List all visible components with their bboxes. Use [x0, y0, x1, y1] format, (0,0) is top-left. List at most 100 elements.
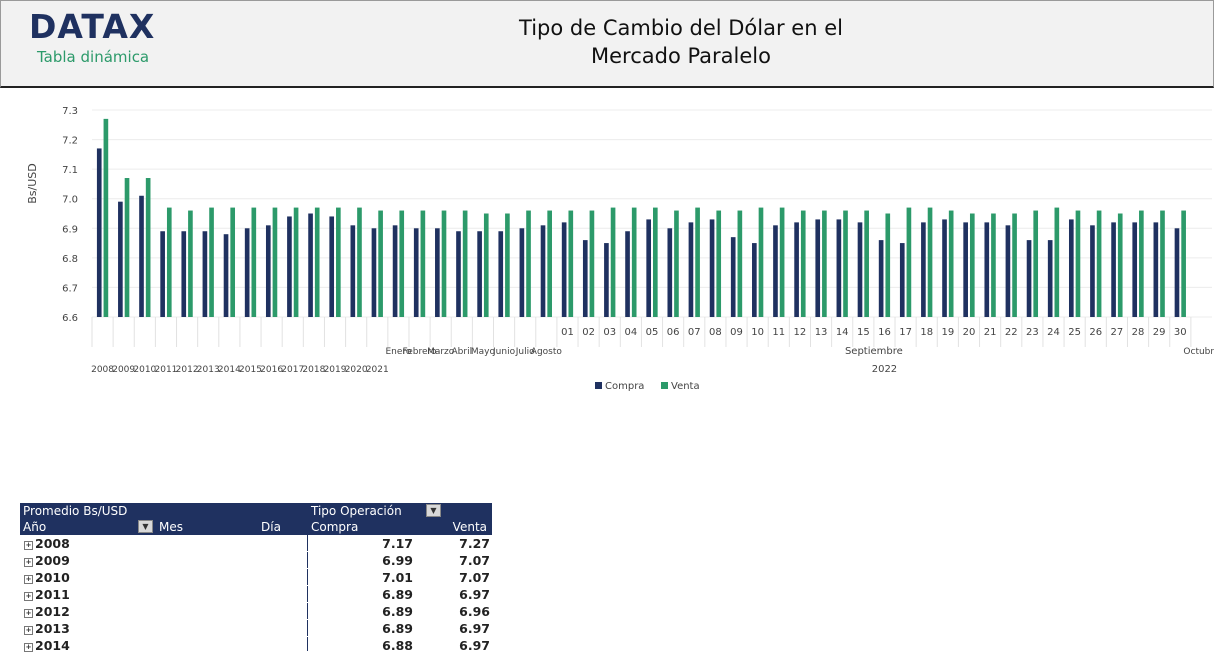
group-label-septiembre: Septiembre [845, 346, 903, 357]
x-tick-label: 2013 [197, 365, 220, 375]
pivot-row[interactable]: +2008 7.17 7.27 [20, 535, 492, 552]
pivot-venta-value: 7.27 [459, 536, 490, 551]
x-tick-label: 05 [646, 327, 659, 338]
x-tick-label: Agosto [531, 347, 563, 357]
pivot-table: Promedio Bs/USD Tipo Operación ▼ Año ▼ M… [20, 503, 492, 654]
expand-icon[interactable]: + [24, 609, 33, 618]
bar-compra [773, 225, 778, 317]
bar-compra [709, 219, 715, 317]
report-title-line1: Tipo de Cambio del Dólar en el [519, 16, 843, 40]
y-tick-label: 6.8 [62, 254, 78, 265]
x-tick-label: 21 [984, 327, 997, 338]
bar-venta [991, 213, 996, 317]
bar-venta [822, 210, 827, 317]
x-tick-label: 03 [603, 327, 616, 338]
bar-venta [483, 213, 489, 317]
report-title-line2: Mercado Paralelo [590, 44, 771, 68]
x-tick-label: 12 [794, 327, 807, 338]
x-tick-label: 15 [857, 327, 870, 338]
bar-compra [984, 222, 990, 317]
bar-venta [737, 210, 743, 317]
bar-compra [435, 228, 440, 317]
bar-venta [843, 210, 848, 317]
bar-compra [202, 231, 208, 317]
bar-venta [293, 207, 299, 317]
bar-compra [96, 148, 102, 317]
bar-venta [378, 210, 383, 317]
pivot-row[interactable]: +2010 7.01 7.07 [20, 569, 492, 586]
pivot-row[interactable]: +2014 6.88 6.97 [20, 637, 492, 654]
x-tick-label: 20 [963, 327, 976, 338]
row-field-month: Mes [159, 520, 183, 534]
bar-compra [244, 228, 250, 317]
x-tick-label: 2015 [239, 365, 262, 375]
x-tick-label: 10 [751, 327, 764, 338]
exchange-rate-bar-chart: 6.66.76.86.97.07.17.27.3Bs/USD2008200920… [26, 106, 1214, 392]
x-tick-label: Octubre [1183, 347, 1214, 357]
x-tick-label: Mayo [471, 347, 496, 357]
bar-compra [794, 222, 799, 317]
pivot-row[interactable]: +2011 6.89 6.97 [20, 586, 492, 603]
bar-venta [103, 118, 109, 317]
x-tick-label: Enero [385, 347, 411, 357]
pivot-rows: +2008 7.17 7.27 +2009 6.99 7.07 +2010 7.01 7.07 +… [20, 535, 492, 654]
bar-venta [1096, 210, 1102, 317]
expand-icon[interactable]: + [24, 626, 33, 635]
y-tick-label: 7.0 [62, 195, 78, 206]
bar-venta [272, 207, 278, 317]
expand-icon[interactable]: + [24, 575, 33, 584]
expand-icon[interactable]: + [24, 558, 33, 567]
datax-logo: DATAX [29, 7, 156, 46]
expand-icon[interactable]: + [24, 592, 33, 601]
pivot-row[interactable]: +2012 6.89 6.96 [20, 603, 492, 620]
bar-venta [209, 207, 214, 317]
x-tick-label: 18 [920, 327, 933, 338]
pivot-row[interactable]: +2009 6.99 7.07 [20, 552, 492, 569]
x-tick-label: 2011 [155, 365, 178, 375]
bar-compra [477, 231, 482, 317]
pivot-year-label: 2011 [35, 587, 70, 602]
expand-icon[interactable]: + [24, 541, 33, 550]
bar-venta [399, 210, 405, 317]
legend-swatch-compra [595, 382, 602, 389]
bar-venta [885, 213, 891, 317]
pivot-venta-value: 6.97 [459, 638, 490, 653]
col-filter-dropdown-icon[interactable]: ▼ [426, 504, 441, 517]
pivot-year-label: 2010 [35, 570, 70, 585]
bar-compra [1026, 240, 1032, 317]
bar-compra [752, 243, 757, 317]
y-tick-label: 6.9 [62, 224, 78, 235]
pivot-row[interactable]: +2013 6.89 6.97 [20, 620, 492, 637]
bar-compra [1005, 225, 1011, 317]
pivot-header-row-1: Promedio Bs/USD Tipo Operación ▼ [20, 503, 492, 519]
bar-compra [308, 213, 313, 317]
bar-compra [942, 219, 947, 317]
bar-compra [329, 216, 335, 317]
y-tick-label: 7.3 [62, 106, 78, 117]
pivot-year-cell: +2011 [24, 587, 70, 602]
x-tick-label: 08 [709, 327, 722, 338]
bar-compra [223, 234, 229, 317]
pivot-year-label: 2013 [35, 621, 70, 636]
bar-venta [1075, 210, 1081, 317]
bar-venta [251, 207, 257, 317]
x-tick-label: 04 [625, 327, 638, 338]
row-field-day: Día [261, 520, 281, 534]
bar-compra [456, 231, 461, 317]
bar-venta [441, 210, 447, 317]
bar-compra [265, 225, 271, 317]
x-tick-label: 13 [815, 327, 828, 338]
bar-compra [625, 231, 630, 317]
x-tick-label: 2014 [218, 365, 241, 375]
row-filter-dropdown-icon[interactable]: ▼ [138, 520, 153, 533]
bar-venta [906, 207, 912, 317]
bar-compra [181, 231, 187, 317]
x-tick-label: 11 [772, 327, 785, 338]
bar-venta [188, 210, 193, 317]
group-label-2022: 2022 [872, 364, 897, 375]
bar-venta [948, 210, 954, 317]
bar-compra [540, 225, 546, 317]
x-tick-label: Abril [452, 347, 473, 357]
pivot-divider [307, 503, 308, 651]
pivot-year-label: 2012 [35, 604, 70, 619]
